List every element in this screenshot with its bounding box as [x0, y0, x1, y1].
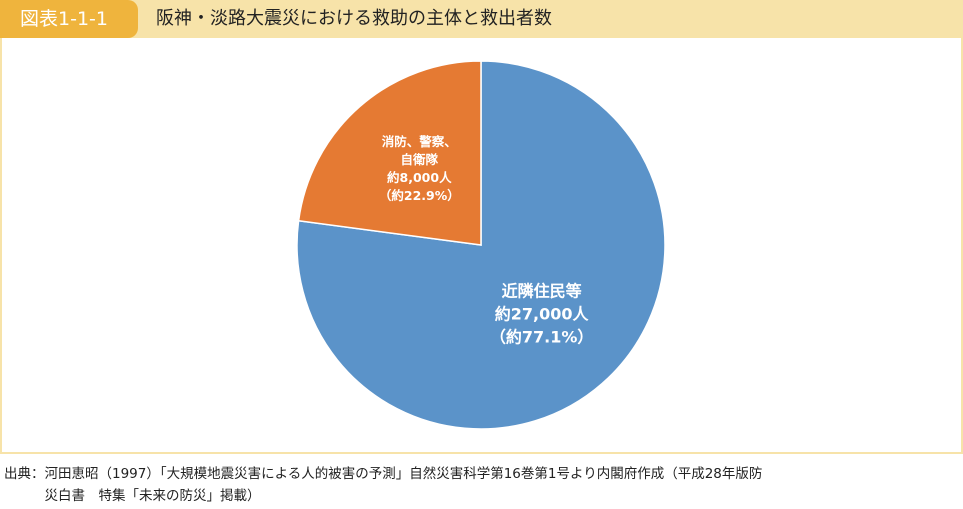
pie-slice: [296, 60, 666, 430]
slice-percent: （約22.9%）: [378, 188, 460, 203]
chart-title: 阪神・淡路大震災における救助の主体と救出者数: [156, 8, 552, 29]
header-bar: [0, 0, 963, 38]
figure-label: 図表1-1-1: [0, 0, 138, 38]
pie-slice: [297, 60, 482, 246]
slice-category: 消防、警察、 自衛隊: [381, 133, 457, 167]
source-text: 出典：河田恵昭（1997）「大規模地震災害による人的被害の予測」自然災害科学第1…: [4, 466, 763, 482]
slice-count: 約27,000人: [494, 304, 589, 324]
slice-percent: （約77.1%）: [489, 327, 594, 347]
slice-count: 約8,000人: [387, 169, 452, 185]
slice-category: 近隣住民等: [501, 281, 582, 301]
source-text: 災白書 特集「未来の防災」掲載）: [4, 488, 261, 504]
chart-frame: [0, 38, 963, 454]
